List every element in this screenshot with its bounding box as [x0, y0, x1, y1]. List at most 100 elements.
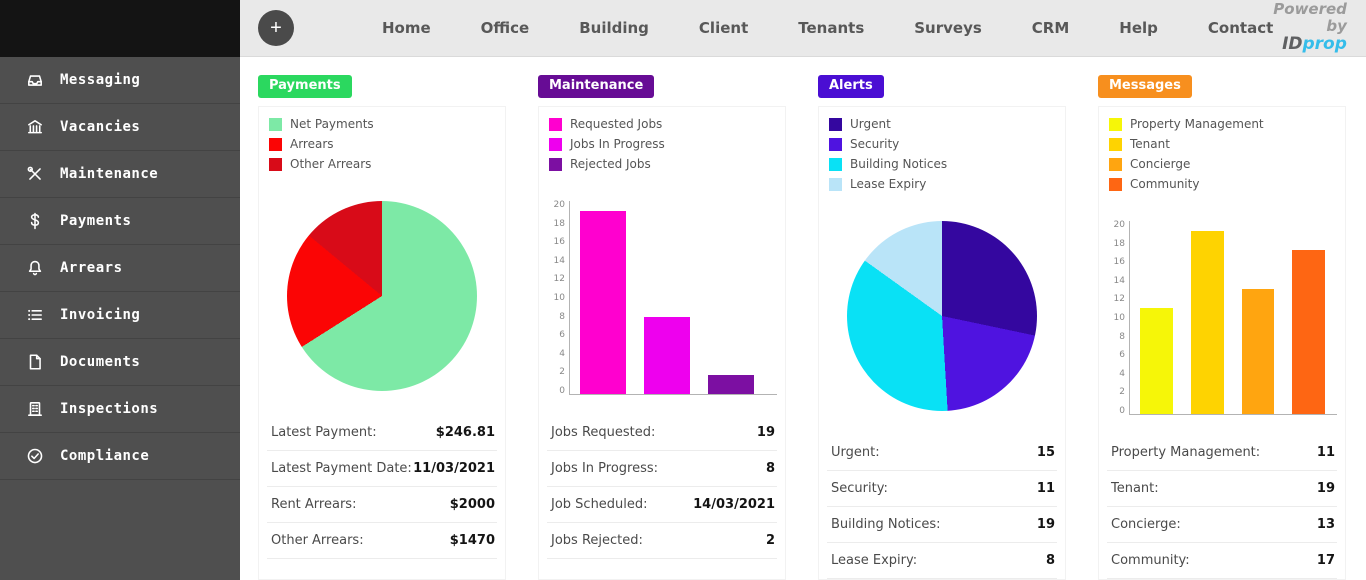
legend-item: Urgent: [829, 117, 1057, 131]
sidebar-item-label: Invoicing: [60, 307, 141, 323]
legend-item: Tenant: [1109, 137, 1337, 151]
stat-value: 14/03/2021: [693, 497, 775, 512]
nav-item-help[interactable]: Help: [1119, 19, 1158, 37]
legend-item: Net Payments: [269, 117, 497, 131]
panel-alerts: Alerts Urgent Security Building Notices Leas…: [818, 75, 1066, 580]
topbar: + Home Office Building Client Tenants Surveys…: [240, 0, 1366, 57]
payments-pie-chart: [287, 201, 477, 391]
legend-swatch: [829, 177, 842, 191]
sidebar-header: [0, 0, 240, 57]
sidebar-item-payments[interactable]: Payments: [0, 198, 240, 245]
stat-label: Rent Arrears:: [271, 497, 357, 512]
stat-row: Latest Payment: $246.81: [267, 415, 497, 451]
tools-icon: [26, 165, 44, 183]
bar-tenant: [1190, 230, 1224, 414]
add-button[interactable]: +: [258, 10, 294, 46]
bar-concierge: [1241, 288, 1275, 414]
stat-label: Jobs Rejected:: [551, 533, 643, 548]
messages-chart-area: 20 18 16 14 12 10 8 6 4 2 0: [1107, 197, 1337, 423]
stat-row: Tenant: 19: [1107, 471, 1337, 507]
legend-label: Net Payments: [290, 117, 374, 131]
legend-swatch: [269, 137, 282, 151]
stat-row: Other Arrears: $1470: [267, 523, 497, 559]
y-tick-label: 18: [1113, 238, 1125, 249]
alerts-card-body: Urgent Security Building Notices Lease Expi…: [818, 106, 1066, 580]
messages-stats: Property Management: 11 Tenant: 19 Concierge…: [1107, 435, 1337, 579]
nav-item-tenants[interactable]: Tenants: [798, 19, 865, 37]
check-circle-icon: [26, 447, 44, 465]
legend-label: Building Notices: [850, 157, 948, 171]
y-tick-label: 2: [1119, 387, 1125, 398]
stat-label: Concierge:: [1111, 517, 1181, 532]
stat-row: Lease Expiry: 8: [827, 543, 1057, 579]
y-tick-label: 16: [553, 237, 565, 248]
stat-value: 11: [1316, 445, 1335, 460]
sidebar-item-messaging[interactable]: Messaging: [0, 57, 240, 104]
payments-stats: Latest Payment: $246.81 Latest Payment Dat…: [267, 415, 497, 559]
sidebar-item-inspections[interactable]: Inspections: [0, 386, 240, 433]
nav-item-client[interactable]: Client: [698, 19, 749, 37]
legend-swatch: [549, 117, 562, 131]
stat-value: 2: [765, 533, 775, 548]
messages-legend: Property Management Tenant Concierge Commun…: [1107, 115, 1337, 197]
messages-card-body: Property Management Tenant Concierge Commun…: [1098, 106, 1346, 580]
nav-item-building[interactable]: Building: [579, 19, 649, 37]
nav-item-surveys[interactable]: Surveys: [914, 19, 982, 37]
stat-value: $1470: [449, 533, 495, 548]
stat-value: 19: [1036, 517, 1055, 532]
sidebar-item-compliance[interactable]: Compliance: [0, 433, 240, 480]
sidebar-item-label: Messaging: [60, 72, 141, 88]
sidebar-item-maintenance[interactable]: Maintenance: [0, 151, 240, 198]
legend-label: Property Management: [1130, 117, 1264, 131]
nav-item-crm[interactable]: CRM: [1031, 19, 1070, 37]
nav-item-contact[interactable]: Contact: [1207, 19, 1274, 37]
bar-community: [1292, 249, 1325, 414]
legend-swatch: [549, 137, 562, 151]
legend-swatch: [1109, 177, 1122, 191]
stat-row: Concierge: 13: [1107, 507, 1337, 543]
sidebar-item-documents[interactable]: Documents: [0, 339, 240, 386]
legend-label: Concierge: [1130, 157, 1191, 171]
dollar-icon: [26, 212, 44, 230]
payments-card-body: Net Payments Arrears Other Arrears Latest P…: [258, 106, 506, 580]
alerts-pie-chart: [847, 221, 1037, 411]
y-tick-label: 16: [1113, 257, 1125, 268]
nav-item-office[interactable]: Office: [480, 19, 530, 37]
legend-item: Jobs In Progress: [549, 137, 777, 151]
sidebar-item-label: Maintenance: [60, 166, 159, 182]
y-tick-label: 4: [1119, 368, 1125, 379]
logo-id-text: ID: [1282, 34, 1303, 55]
logo-line2: by IDprop: [1273, 18, 1347, 55]
panel-maintenance: Maintenance Requested Jobs Jobs In Progres…: [538, 75, 786, 580]
stat-label: Property Management:: [1111, 445, 1261, 460]
bar-property-management: [1140, 307, 1173, 414]
y-tick-label: 14: [553, 255, 565, 266]
legend-label: Community: [1130, 177, 1200, 191]
legend-label: Arrears: [290, 137, 334, 151]
logo-prop-text: prop: [1302, 34, 1347, 55]
bar-requested-jobs: [580, 210, 626, 394]
y-tick-label: 0: [559, 385, 565, 396]
stat-label: Jobs In Progress:: [551, 461, 659, 476]
nav-item-home[interactable]: Home: [382, 19, 431, 37]
stat-label: Building Notices:: [831, 517, 941, 532]
bar-rejected-jobs: [708, 374, 754, 394]
legend-swatch: [1109, 137, 1122, 151]
y-tick-label: 8: [1119, 331, 1125, 342]
sidebar-item-label: Documents: [60, 354, 141, 370]
alerts-chart-area: [827, 197, 1057, 423]
y-tick-label: 20: [553, 200, 565, 210]
y-tick-label: 4: [559, 348, 565, 359]
stat-row: Jobs In Progress: 8: [547, 451, 777, 487]
sidebar-item-arrears[interactable]: Arrears: [0, 245, 240, 292]
y-tick-label: 0: [1119, 405, 1125, 416]
y-tick-label: 6: [1119, 350, 1125, 361]
stat-row: Jobs Requested: 19: [547, 415, 777, 451]
legend-item: Property Management: [1109, 117, 1337, 131]
y-tick-label: 12: [1113, 294, 1125, 305]
panel-messages: Messages Property Management Tenant Concier…: [1098, 75, 1346, 580]
sidebar-item-invoicing[interactable]: Invoicing: [0, 292, 240, 339]
sidebar-item-vacancies[interactable]: Vacancies: [0, 104, 240, 151]
panel-payments: Payments Net Payments Arrears Other Arrears…: [258, 75, 506, 580]
